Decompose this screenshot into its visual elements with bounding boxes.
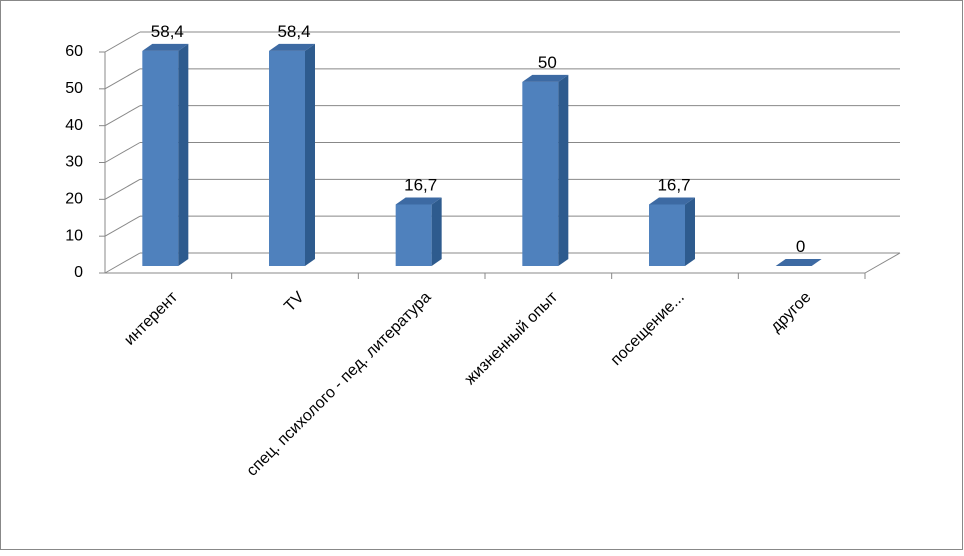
floor-edge bbox=[864, 252, 901, 274]
bar bbox=[522, 74, 569, 266]
bar bbox=[269, 43, 315, 266]
y-tick-label: 20 bbox=[65, 191, 83, 208]
bar-face bbox=[775, 259, 822, 266]
bar bbox=[395, 197, 442, 266]
y-tick-label: 40 bbox=[65, 117, 83, 134]
bar bbox=[649, 197, 695, 266]
bar-face bbox=[269, 50, 305, 266]
bar-face bbox=[142, 50, 179, 266]
grid-line bbox=[104, 178, 141, 200]
bar-face bbox=[178, 43, 189, 266]
grid-line bbox=[104, 68, 141, 90]
y-tick-label: 30 bbox=[65, 154, 83, 171]
y-tick-label: 60 bbox=[65, 43, 83, 60]
bar-face bbox=[142, 43, 189, 51]
value-label: 0 bbox=[796, 237, 805, 256]
y-tick-label: 50 bbox=[65, 80, 83, 97]
grid-line bbox=[104, 105, 141, 127]
grid-line bbox=[104, 31, 141, 53]
bar-face bbox=[395, 197, 442, 205]
bar-face bbox=[685, 197, 695, 266]
grid-line bbox=[104, 252, 141, 274]
bar-face bbox=[522, 81, 559, 266]
bar-face bbox=[649, 204, 685, 266]
bar-face bbox=[649, 197, 695, 205]
bar-face bbox=[395, 204, 432, 266]
bar-face bbox=[305, 43, 315, 266]
y-tick-label: 0 bbox=[74, 264, 83, 281]
value-label: 16,7 bbox=[657, 175, 690, 194]
bar-face bbox=[558, 74, 569, 266]
bar bbox=[142, 43, 189, 266]
value-label: 58,4 bbox=[277, 22, 310, 41]
grid-line bbox=[104, 215, 141, 237]
value-label: 50 bbox=[538, 53, 557, 72]
value-label: 16,7 bbox=[404, 175, 437, 194]
y-tick-label: 10 bbox=[65, 227, 83, 244]
bar bbox=[775, 259, 822, 266]
bar-face bbox=[431, 197, 442, 266]
bar-face bbox=[522, 74, 569, 82]
bar-face bbox=[269, 43, 315, 51]
grid-line bbox=[104, 142, 141, 163]
value-label: 58,4 bbox=[151, 22, 184, 41]
